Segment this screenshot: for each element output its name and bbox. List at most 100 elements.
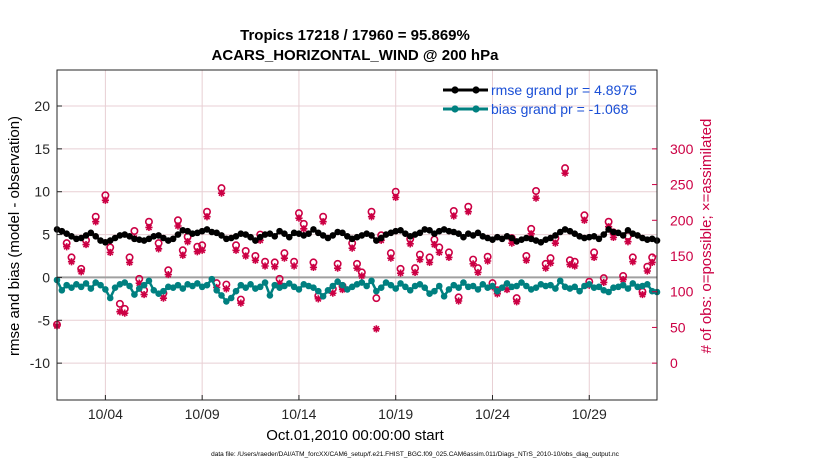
bias-point <box>92 279 100 286</box>
chart-subtitle: ACARS_HORIZONTAL_WIND @ 200 hPa <box>212 47 500 64</box>
bias-point <box>619 281 627 289</box>
rmse-point <box>82 232 90 239</box>
bias-point <box>281 282 288 290</box>
bias-point <box>479 280 487 288</box>
rmse-point <box>77 234 85 242</box>
y-tick-label: 0 <box>42 269 50 285</box>
bias-point <box>145 277 153 285</box>
rmse-point <box>460 233 467 241</box>
obs-assimilated-point <box>184 238 192 246</box>
y-right-tick-label: 50 <box>670 319 686 335</box>
obs-assimilated-point <box>338 285 347 294</box>
bias-point <box>455 284 462 292</box>
y-tick-label: 15 <box>34 141 50 157</box>
bias-point <box>73 280 80 288</box>
obs-assimilated-point <box>116 308 124 316</box>
y-right-tick-label: 250 <box>670 177 694 193</box>
obs-assimilated-point <box>387 254 395 262</box>
obs-assimilated-point <box>590 253 598 262</box>
bias-point <box>460 279 467 286</box>
y-axis-label-right: # of obs: o=possible; ×=assimilated <box>698 119 715 354</box>
rmse-point <box>373 237 380 244</box>
legend-bias-marker <box>472 105 480 113</box>
obs-assimilated-point <box>624 238 632 246</box>
obs-possible-point <box>130 227 139 236</box>
rmse-point <box>590 232 598 240</box>
bias-point <box>440 292 448 300</box>
bias-point <box>223 298 230 305</box>
obs-assimilated-point <box>92 218 100 226</box>
bias-point <box>469 282 477 290</box>
rmse-point <box>489 236 496 244</box>
y-right-tick-label: 0 <box>670 355 678 371</box>
bias-point <box>126 282 133 290</box>
y-right-tick-label: 100 <box>670 284 694 300</box>
obs-assimilated-point <box>140 290 148 299</box>
bias-point <box>131 291 138 298</box>
x-tick-label: 10/29 <box>572 406 607 422</box>
obs-assimilated-point <box>232 246 240 254</box>
obs-assimilated-point <box>629 258 637 266</box>
bias-point <box>523 282 530 290</box>
rmse-point <box>305 230 312 238</box>
rmse-point <box>377 234 385 242</box>
bias-point <box>160 287 167 295</box>
obs-assimilated-point <box>319 218 327 226</box>
rmse-point <box>203 226 211 233</box>
rmse-point <box>624 226 632 234</box>
rmse-point <box>281 230 288 238</box>
rmse-point <box>537 238 545 246</box>
rmse-point <box>556 228 564 236</box>
bias-point <box>189 282 196 290</box>
bias-point <box>194 280 201 287</box>
bias-point <box>431 287 438 295</box>
rmse-point <box>184 227 191 235</box>
rmse-point <box>145 235 153 243</box>
rmse-point <box>310 226 317 233</box>
bias-point <box>174 281 182 289</box>
obs-assimilated-point <box>484 257 492 265</box>
y-tick-label: 20 <box>34 98 50 114</box>
obs-assimilated-point <box>222 285 230 293</box>
rmse-point <box>605 226 612 233</box>
rmse-point <box>600 231 608 238</box>
bias-point <box>227 294 235 302</box>
rmse-point <box>314 229 322 237</box>
bias-point <box>377 284 385 292</box>
obs-assimilated-point <box>445 253 453 262</box>
legend: rmse grand pr = 4.8975 bias grand pr = -… <box>443 82 637 117</box>
obs-assimilated-point <box>329 289 337 297</box>
obs-assimilated-point <box>416 255 424 264</box>
rmse-point <box>111 234 119 242</box>
bias-point <box>363 282 370 290</box>
obs-assimilated-point <box>179 251 187 259</box>
bias-point <box>295 286 303 293</box>
rmse-point <box>169 235 177 243</box>
bias-point <box>150 286 158 294</box>
bias-point <box>261 279 269 286</box>
bias-point <box>237 281 245 289</box>
obs-assimilated-point <box>542 264 550 272</box>
obs-assimilated-point <box>348 244 356 252</box>
chart-title: Tropics 17218 / 17960 = 95.869% <box>240 27 470 44</box>
bias-point <box>140 281 148 289</box>
bias-point <box>203 281 211 289</box>
obs-assimilated-point <box>63 243 71 251</box>
rmse-point <box>339 229 346 237</box>
bias-point <box>121 279 129 286</box>
rmse-point <box>218 232 225 239</box>
rmse-point <box>329 232 337 239</box>
rmse-point <box>614 229 622 237</box>
rmse-point <box>469 232 477 239</box>
obs-possible-point <box>115 299 124 308</box>
bias-point <box>532 284 540 292</box>
bias-point <box>552 285 559 292</box>
obs-assimilated-point <box>300 225 308 233</box>
obs-assimilated-point <box>406 240 414 248</box>
obs-assimilated-point <box>82 240 90 249</box>
bias-point <box>358 279 366 286</box>
obs-assimilated-point <box>367 213 376 221</box>
bias-point <box>397 280 404 287</box>
bias-point <box>218 292 225 299</box>
